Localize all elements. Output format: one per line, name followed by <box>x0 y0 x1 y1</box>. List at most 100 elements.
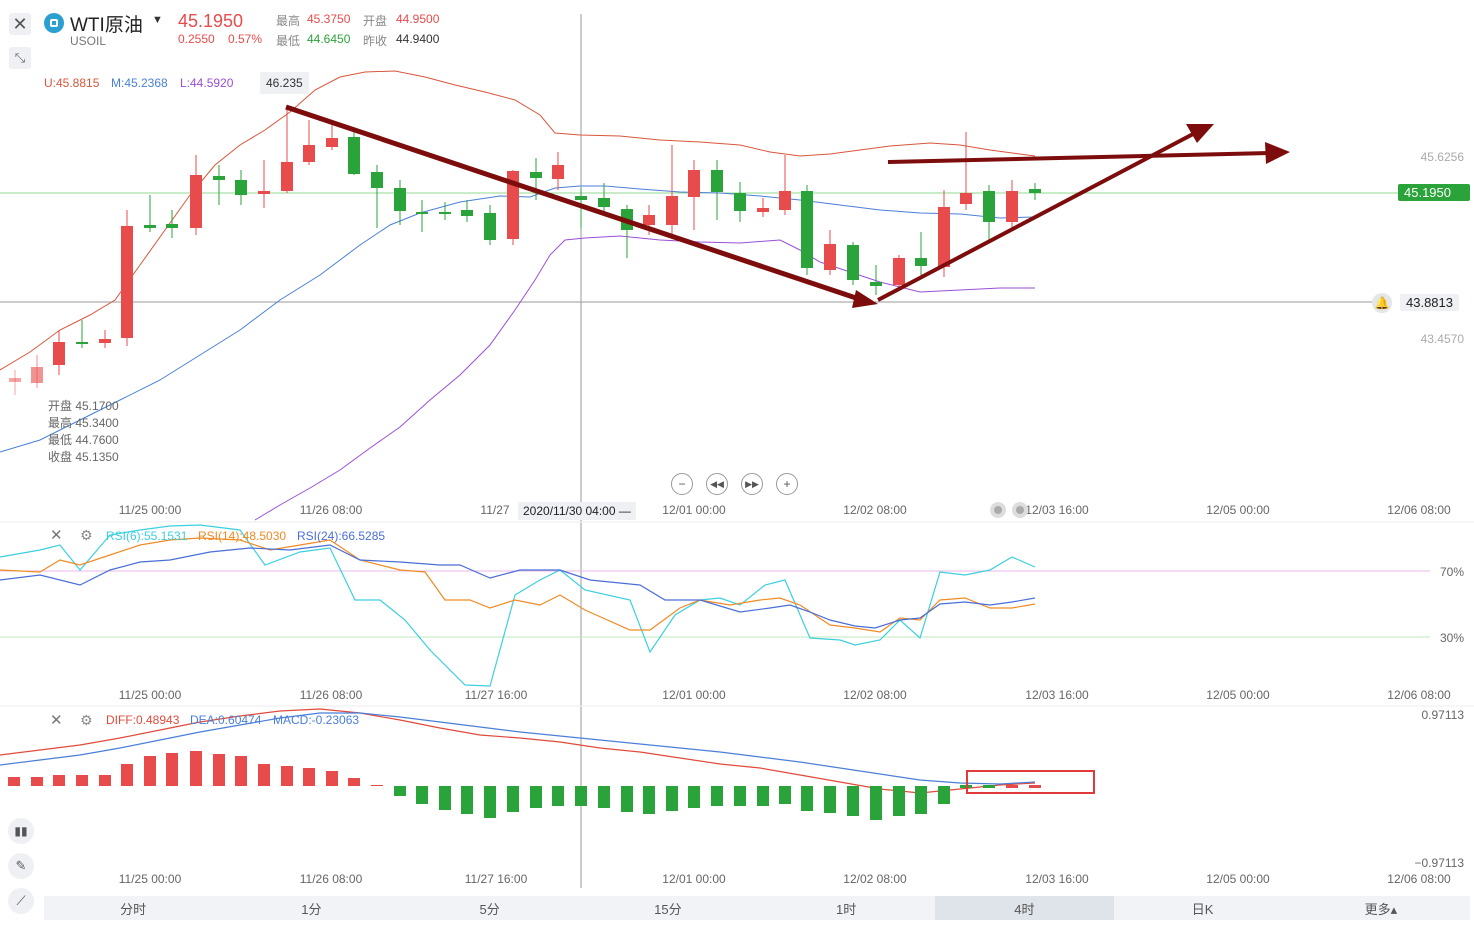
rewind-icon: ◀◀ <box>710 478 724 489</box>
candle-body <box>484 213 496 240</box>
macd-bar <box>439 786 451 810</box>
candle-body <box>213 176 225 180</box>
forward-icon: ▶▶ <box>745 478 759 489</box>
rsi14-line <box>0 537 1036 633</box>
rsi-settings-button[interactable]: ⚙ <box>80 527 93 544</box>
time-tick: 12/06 08:00 <box>1387 688 1451 702</box>
boll-mid-value: M:45.2368 <box>111 76 168 90</box>
time-tick: 12/01 00:00 <box>662 503 726 517</box>
timeframe-tab[interactable]: 1时 <box>836 901 857 917</box>
time-tick: 12/06 08:00 <box>1387 872 1451 886</box>
candle-body <box>530 172 542 178</box>
macd-bar <box>144 756 156 786</box>
macd-bar <box>983 785 995 788</box>
timeframe-tab[interactable]: 4时 <box>935 896 1114 920</box>
candle-body <box>757 208 769 212</box>
candle-body <box>31 367 43 383</box>
timeframe-tab[interactable]: 15分 <box>654 901 682 917</box>
macd-bar <box>303 768 315 786</box>
time-tick: 11/26 08:00 <box>299 503 363 517</box>
macd-bar <box>326 771 338 786</box>
macd-bar <box>870 786 882 820</box>
price-axis-top: 45.6256 <box>1420 150 1464 164</box>
macd-bar <box>575 786 587 806</box>
minimize-button[interactable]: ⤡ <box>9 47 31 69</box>
macd-bar <box>734 786 746 806</box>
rsi-close-button[interactable]: ✕ <box>50 526 63 544</box>
macd-bar <box>711 786 723 806</box>
rewind-button[interactable]: ◀◀ <box>706 473 728 495</box>
ohlc-low: 最低 44.7600 <box>48 433 119 447</box>
current-price-tag: 45.1950 <box>1398 184 1470 201</box>
timeframe-tab[interactable]: 更多▴ <box>1364 901 1398 917</box>
close-icon: ✕ <box>50 712 63 729</box>
zoom-out-button[interactable]: − <box>671 473 693 495</box>
instrument-name[interactable]: WTI原油 <box>70 15 143 36</box>
macd-bar <box>99 775 111 786</box>
candle-body <box>711 170 723 192</box>
candle-body <box>303 145 315 162</box>
close-icon: ✕ <box>50 527 63 544</box>
macd-bar <box>190 751 202 786</box>
macd-bar <box>281 766 293 786</box>
dropdown-icon[interactable]: ▼ <box>152 14 163 26</box>
macd-bar <box>166 753 178 786</box>
boll-lower-value: L:44.5920 <box>180 76 234 90</box>
open-value: 44.9500 <box>396 12 440 26</box>
ohlc-open: 开盘 45.1700 <box>48 399 119 413</box>
time-tick: 11/26 08:00 <box>299 872 363 886</box>
time-tick: 12/06 08:00 <box>1387 503 1451 517</box>
scroll-dot[interactable] <box>990 502 1006 518</box>
indicator-tool-button[interactable]: ▮▮ <box>8 818 34 844</box>
price-alert-button[interactable]: 🔔 <box>1372 293 1392 313</box>
timeframe-bar: 分时 1分 5分 15分 1时 4时 日K 更多▴ <box>44 896 1470 920</box>
rsi-level-70: 70% <box>1439 565 1464 579</box>
candle-body <box>326 138 338 147</box>
candle-body <box>144 225 156 228</box>
crosshair-time-label: 2020/11/30 04:00 — <box>518 502 636 520</box>
candle-body <box>870 282 882 286</box>
macd-bar <box>757 786 769 806</box>
price-change: 0.2550 <box>178 32 215 46</box>
timeframe-tab[interactable]: 分时 <box>120 901 147 917</box>
macd-diff-line <box>0 708 1036 794</box>
macd-bar <box>621 786 633 812</box>
timeframe-tab[interactable]: 日K <box>1191 901 1214 917</box>
macd-bar <box>213 754 225 786</box>
settings-icon: ⚙ <box>80 527 93 543</box>
macd-bar <box>507 786 519 812</box>
timeframe-tab[interactable]: 5分 <box>479 901 500 917</box>
pencil-tool-button[interactable]: ✎ <box>8 853 34 879</box>
macd-histogram-value: MACD:-0.23063 <box>273 713 360 727</box>
macd-bar <box>8 777 20 786</box>
macd-bar <box>1029 785 1041 788</box>
candle-body <box>801 191 813 268</box>
macd-axis-top: 0.97113 <box>1421 708 1465 722</box>
macd-close-button[interactable]: ✕ <box>50 711 63 729</box>
candle-body <box>461 210 473 216</box>
instrument-code: USOIL <box>70 34 107 48</box>
candle-body <box>983 191 995 222</box>
macd-bar <box>552 786 564 806</box>
zoom-in-button[interactable]: + <box>776 473 798 495</box>
close-button[interactable]: ✕ <box>9 13 31 35</box>
macd-dea-line <box>0 712 1036 785</box>
forward-button[interactable]: ▶▶ <box>741 473 763 495</box>
time-tick: 12/01 00:00 <box>662 688 726 702</box>
macd-bar <box>371 785 383 786</box>
macd-settings-button[interactable]: ⚙ <box>80 712 93 729</box>
zoom-out-icon: − <box>678 477 686 491</box>
macd-histogram <box>8 751 1041 820</box>
candle-body <box>281 162 293 191</box>
bell-icon: 🔔 <box>1374 296 1390 310</box>
scroll-dot-2[interactable] <box>1012 502 1028 518</box>
rsi6-line <box>0 524 1036 687</box>
candle-body <box>348 137 360 174</box>
indicator-icon: ▮▮ <box>14 824 28 838</box>
alert-price-tag: 43.8813 <box>1400 294 1459 311</box>
trend-annotations <box>285 104 1290 308</box>
timeframe-tab[interactable]: 1分 <box>301 901 322 917</box>
line-tool-button[interactable]: ⟋ <box>8 888 34 914</box>
macd-bar <box>530 786 542 808</box>
